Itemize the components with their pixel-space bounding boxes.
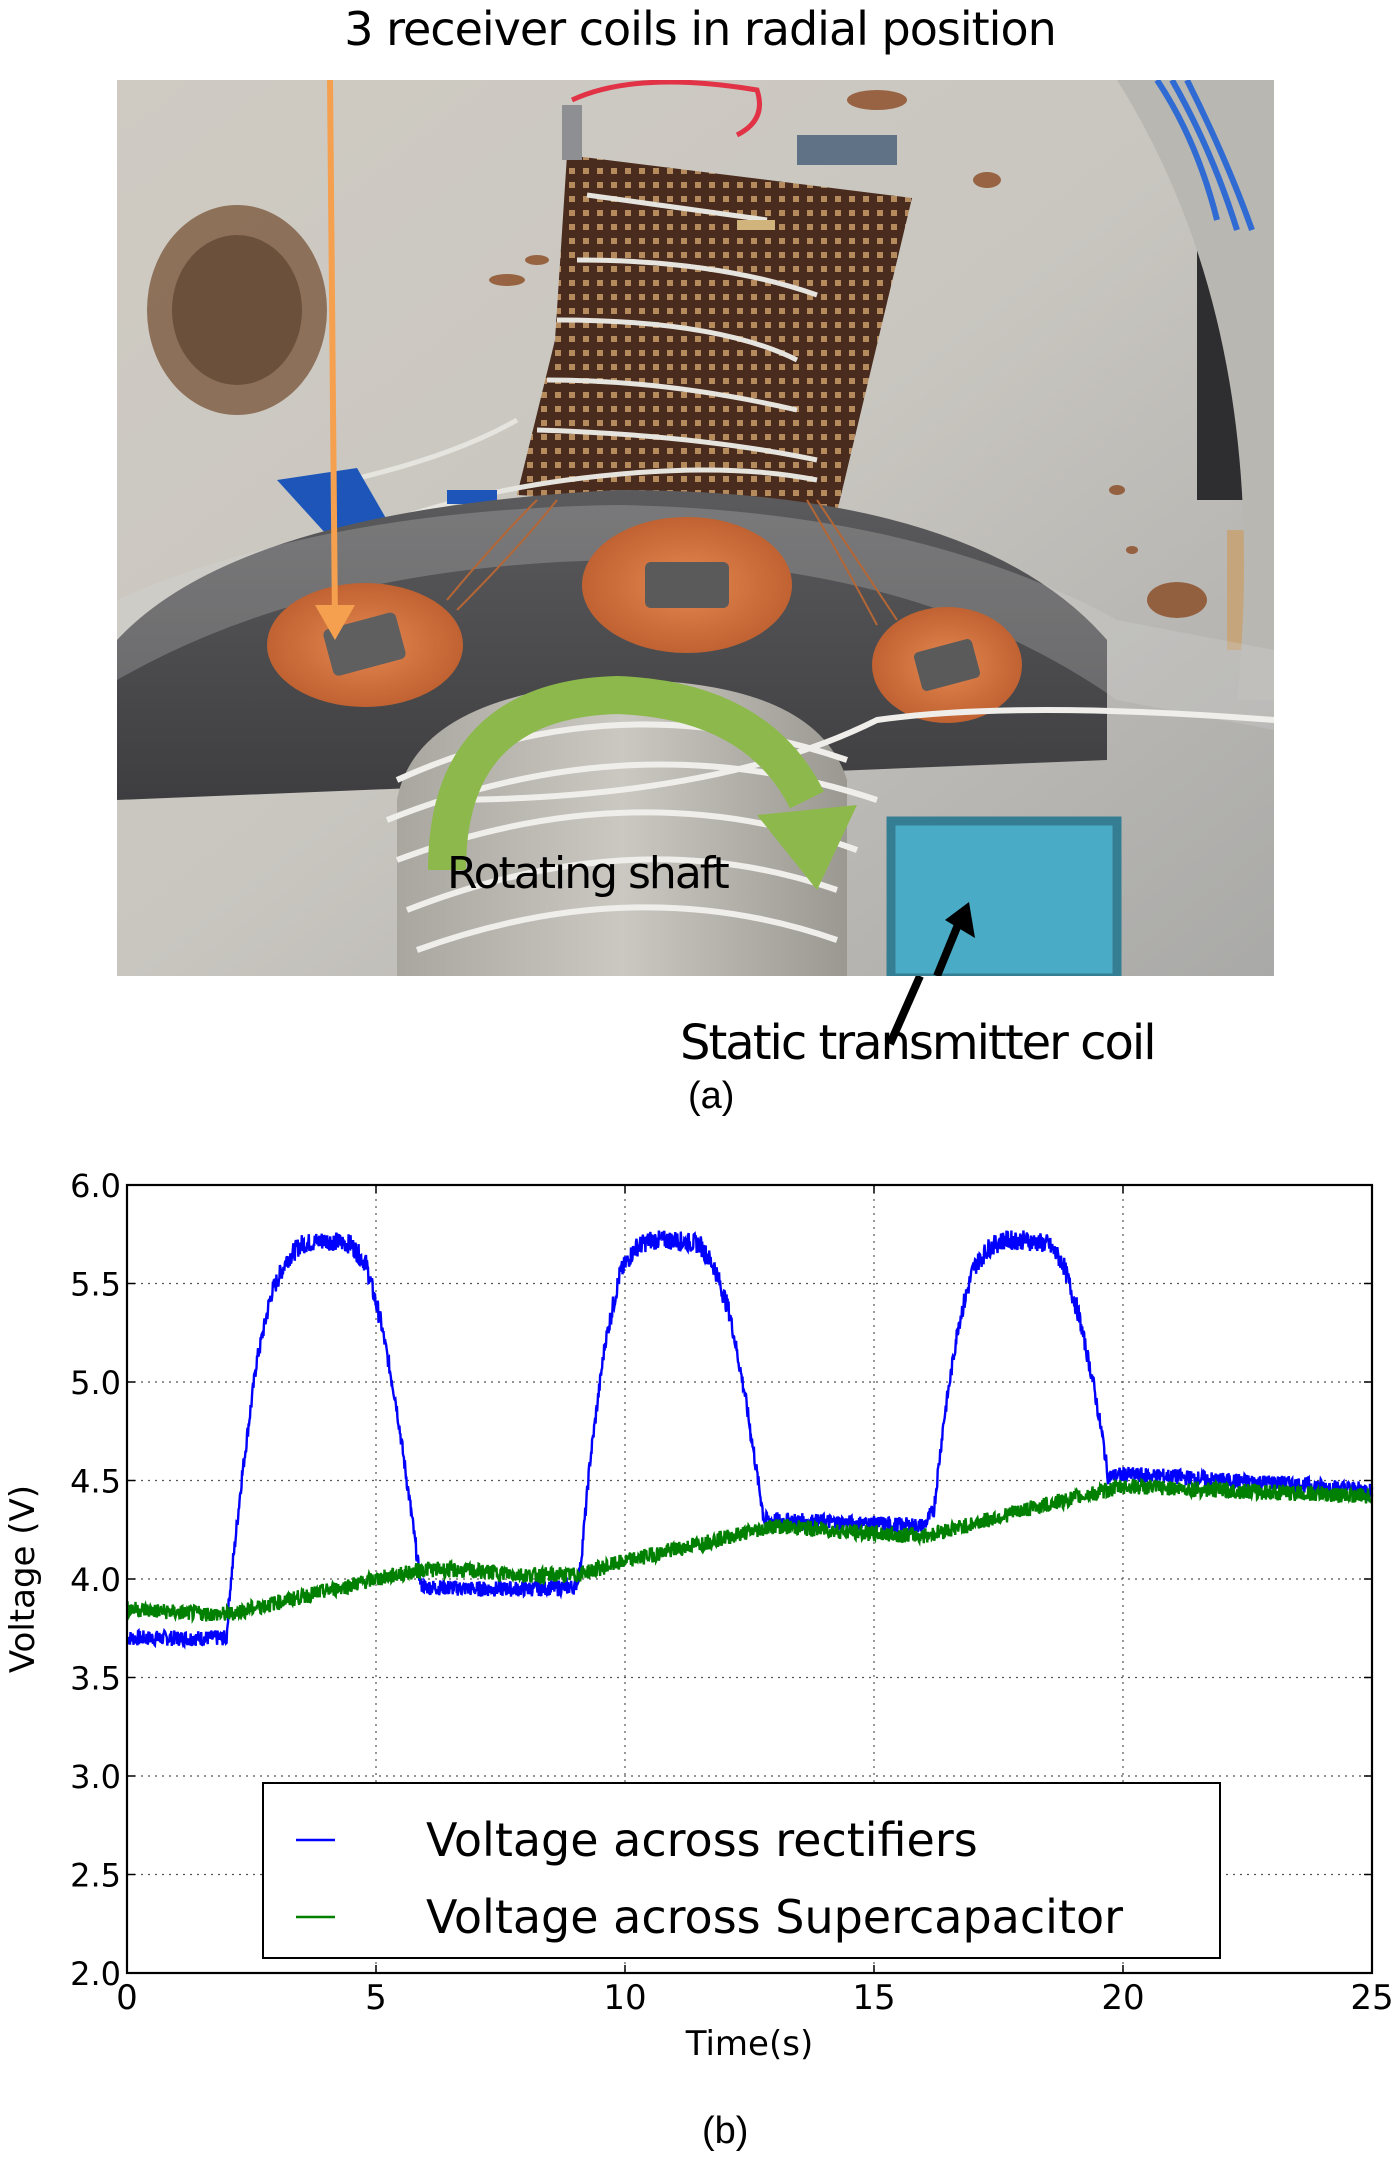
series-rectifier-voltage — [125, 1230, 1374, 1650]
y-tick-label: 4.5 — [70, 1463, 121, 1501]
y-tick-label: 4.0 — [70, 1561, 121, 1599]
x-tick-label: 10 — [603, 1978, 646, 2018]
panel-b-caption: (b) — [702, 2110, 749, 2152]
x-tick-label: 15 — [852, 1978, 895, 2018]
receiver-coil-center — [582, 517, 792, 653]
transmitter-pointer-arrow-icon — [886, 976, 924, 1046]
x-tick-label: 5 — [365, 1978, 387, 2018]
y-tick-label: 5.5 — [70, 1266, 121, 1304]
x-tick-label: 0 — [116, 1978, 138, 2018]
y-tick-label: 6.0 — [70, 1167, 121, 1205]
y-tick-label: 3.5 — [70, 1660, 121, 1698]
y-tick-label: 3.0 — [70, 1758, 121, 1796]
test-rig-photo: Rotating shaft — [117, 80, 1274, 976]
chart-legend: Voltage across rectifiers Voltage across … — [262, 1782, 1221, 1959]
y-tick-label: 5.0 — [70, 1364, 121, 1402]
panel-a-caption: (a) — [688, 1075, 735, 1117]
legend-label: Voltage across Supercapacitor — [426, 1890, 1123, 1944]
transmitter-coil-annotation: Static transmitter coil — [680, 1015, 1157, 1071]
x-axis-label: Time(s) — [685, 2024, 813, 2064]
transmitter-coil-box — [886, 816, 1122, 976]
receiver-coil-left — [267, 583, 463, 707]
receiver-coil-right — [872, 607, 1022, 723]
legend-label: Voltage across rectifiers — [426, 1813, 978, 1867]
y-tick-label: 2.0 — [70, 1955, 121, 1993]
x-tick-label: 25 — [1350, 1978, 1393, 2018]
x-tick-label: 20 — [1101, 1978, 1144, 2018]
y-tick-label: 2.5 — [70, 1857, 121, 1895]
series-supercapacitor-voltage — [125, 1477, 1374, 1625]
voltage-chart: 2.0 2.5 3.0 3.5 4.0 4.5 5.0 5.5 6.0 0 5 10 15 20 25 Tim… — [3, 1167, 1394, 2064]
rotating-shaft-annotation: Rotating shaft — [447, 848, 730, 899]
y-axis-label: Voltage (V) — [3, 1485, 43, 1673]
rotation-arrow — [428, 675, 824, 871]
receiver-coils-annotation: 3 receiver coils in radial position — [344, 2, 1057, 56]
